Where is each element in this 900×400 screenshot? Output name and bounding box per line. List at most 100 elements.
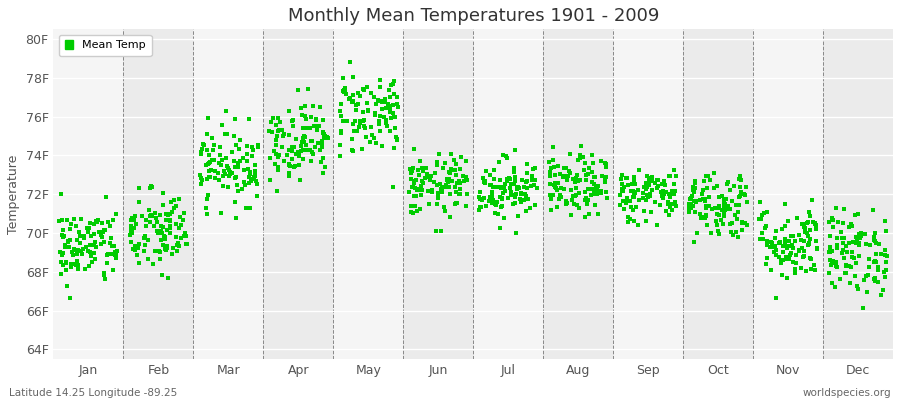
- Point: [474, 204, 489, 210]
- Point: [206, 147, 220, 154]
- Point: [169, 202, 184, 209]
- Point: [406, 184, 420, 190]
- Point: [684, 194, 698, 201]
- Point: [623, 198, 637, 204]
- Point: [282, 161, 296, 167]
- Point: [361, 107, 375, 114]
- Point: [482, 172, 497, 179]
- Point: [511, 213, 526, 220]
- Point: [156, 242, 170, 248]
- Point: [514, 198, 528, 205]
- Point: [786, 245, 800, 251]
- Point: [372, 118, 386, 125]
- Point: [585, 169, 599, 175]
- Point: [448, 189, 463, 196]
- Point: [104, 235, 119, 242]
- Point: [599, 164, 614, 170]
- Point: [428, 170, 443, 176]
- Point: [788, 266, 802, 272]
- Point: [568, 178, 582, 185]
- Point: [709, 210, 724, 217]
- Point: [808, 220, 823, 226]
- Point: [778, 239, 792, 245]
- Point: [512, 185, 526, 191]
- Point: [334, 130, 348, 136]
- Point: [124, 238, 139, 245]
- Point: [527, 165, 542, 171]
- Point: [292, 162, 306, 168]
- Point: [616, 172, 630, 178]
- Point: [97, 239, 112, 246]
- Point: [64, 220, 78, 227]
- Point: [518, 191, 532, 197]
- Point: [479, 168, 493, 174]
- Point: [242, 116, 256, 122]
- Point: [248, 178, 263, 184]
- Point: [783, 252, 797, 258]
- Point: [732, 201, 746, 208]
- Point: [268, 122, 283, 129]
- Point: [598, 160, 613, 167]
- Point: [407, 193, 421, 199]
- Point: [450, 180, 464, 186]
- Point: [453, 191, 467, 197]
- Point: [663, 194, 678, 200]
- Point: [444, 151, 458, 157]
- Point: [316, 129, 330, 135]
- Point: [763, 244, 778, 250]
- Point: [316, 130, 330, 136]
- Point: [545, 192, 560, 198]
- Point: [800, 230, 814, 236]
- Point: [377, 98, 392, 104]
- Point: [84, 253, 98, 260]
- Point: [616, 186, 630, 192]
- Point: [498, 215, 512, 221]
- Point: [856, 305, 870, 311]
- Point: [776, 242, 790, 249]
- Point: [802, 241, 816, 247]
- Point: [307, 123, 321, 129]
- Point: [60, 283, 75, 289]
- Point: [383, 114, 398, 121]
- Point: [403, 170, 418, 176]
- Point: [805, 197, 819, 204]
- Point: [309, 123, 323, 129]
- Point: [504, 192, 518, 198]
- Point: [420, 171, 435, 178]
- Point: [230, 182, 244, 188]
- Point: [337, 88, 351, 94]
- Point: [853, 232, 868, 239]
- Point: [850, 283, 864, 289]
- Point: [717, 196, 732, 202]
- Point: [206, 142, 220, 149]
- Point: [438, 160, 453, 166]
- Point: [559, 201, 573, 207]
- Point: [595, 173, 609, 180]
- Point: [220, 165, 235, 171]
- Point: [381, 100, 395, 107]
- Point: [404, 176, 419, 182]
- Point: [692, 197, 706, 203]
- Point: [576, 154, 590, 160]
- Point: [824, 262, 839, 268]
- Point: [723, 220, 737, 227]
- Point: [522, 205, 536, 212]
- Point: [552, 196, 566, 202]
- Point: [166, 245, 180, 251]
- Point: [586, 180, 600, 187]
- Point: [752, 216, 767, 222]
- Point: [823, 249, 837, 255]
- Point: [842, 240, 856, 246]
- Point: [81, 248, 95, 254]
- Point: [410, 177, 424, 184]
- Point: [296, 133, 310, 139]
- Point: [866, 207, 880, 214]
- Point: [378, 99, 392, 105]
- Point: [408, 203, 422, 210]
- Point: [620, 194, 634, 201]
- Point: [562, 167, 577, 174]
- Point: [663, 173, 678, 180]
- Point: [231, 187, 246, 194]
- Point: [285, 144, 300, 150]
- Point: [241, 166, 256, 172]
